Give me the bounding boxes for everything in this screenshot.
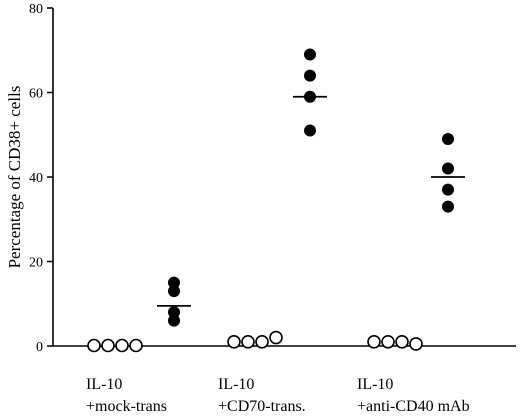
y-tick-label: 20 <box>29 256 43 271</box>
open-marker <box>227 334 241 349</box>
open-marker <box>129 338 143 353</box>
category-label-line2: +anti-CD40 mAb <box>357 398 470 415</box>
category-label-line2: +mock-trans <box>86 398 167 415</box>
open-marker <box>241 334 255 349</box>
open-marker <box>269 330 283 345</box>
data-points <box>87 48 454 353</box>
filled-marker <box>442 183 454 196</box>
y-axis-title: Percentage of CD38+ cells <box>5 86 24 269</box>
open-marker <box>87 338 101 353</box>
category-label-line1: IL-10 <box>86 376 122 393</box>
open-marker <box>101 338 115 353</box>
open-marker <box>395 334 409 349</box>
mean-bars <box>157 95 465 307</box>
y-tick-label: 0 <box>36 340 43 355</box>
filled-marker <box>168 314 180 327</box>
category-label-line1: IL-10 <box>218 376 254 393</box>
filled-marker <box>442 132 454 145</box>
y-tick-label: 60 <box>29 87 43 102</box>
filled-marker <box>442 162 454 175</box>
filled-marker <box>442 200 454 213</box>
y-tick-label: 40 <box>29 171 43 186</box>
y-tick-label: 80 <box>29 2 43 17</box>
category-label-line2: +CD70-trans. <box>218 398 306 415</box>
filled-marker <box>304 48 316 61</box>
open-marker <box>255 334 269 349</box>
filled-marker <box>168 285 180 298</box>
open-marker <box>409 337 423 351</box>
y-ticks: 0 20 40 60 80 <box>29 2 53 355</box>
open-marker <box>367 334 381 349</box>
open-marker <box>381 334 395 349</box>
filled-marker <box>304 124 316 137</box>
filled-marker <box>168 276 180 289</box>
open-marker <box>115 338 129 353</box>
category-labels: IL-10 +mock-trans IL-10 +CD70-trans. IL-10 +a… <box>86 376 470 415</box>
category-label-line1: IL-10 <box>357 376 393 393</box>
filled-marker <box>304 69 316 82</box>
filled-marker <box>168 306 180 319</box>
